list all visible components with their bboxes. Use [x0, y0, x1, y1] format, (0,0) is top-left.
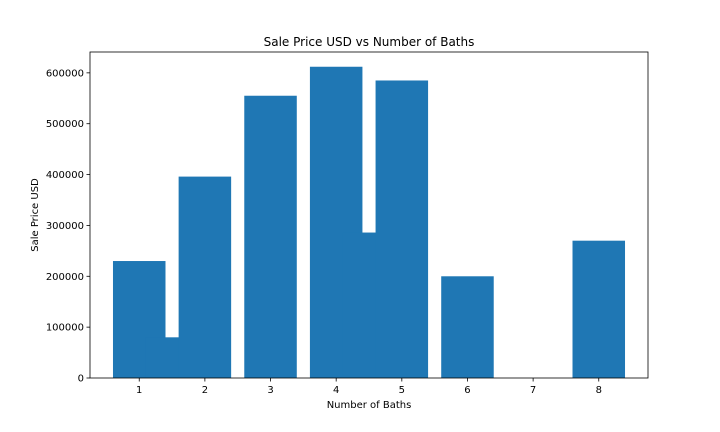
x-tick-label: 3: [267, 385, 273, 396]
y-tick-label: 400000: [46, 170, 84, 181]
bar-6: [441, 276, 494, 378]
x-tick-label: 2: [202, 385, 208, 396]
chart-title: Sale Price USD vs Number of Baths: [264, 35, 475, 49]
y-tick-label: 300000: [46, 221, 84, 232]
y-tick-label: 500000: [46, 119, 84, 130]
bar-8: [572, 240, 626, 378]
plot-frame: [89, 51, 649, 379]
x-tick-label: 1: [136, 385, 142, 396]
y-tick-label: 0: [78, 374, 84, 385]
x-tick-label: 4: [333, 385, 339, 396]
y-tick-label: 600000: [46, 68, 84, 79]
axes-group: 1 2 3 4 5 6 7 8 0 100000 200000 300000 400000 500000 6…: [46, 51, 649, 396]
bar-2: [178, 176, 232, 378]
bars-group: [112, 66, 626, 378]
x-axis-label: Number of Baths: [327, 400, 412, 411]
x-tick-label: 6: [464, 385, 470, 396]
y-axis-label: Sale Price USD: [30, 178, 41, 252]
bar-5: [375, 80, 429, 378]
bar-3: [244, 95, 297, 378]
y-tick-label: 100000: [46, 323, 84, 334]
x-tick-label: 5: [399, 385, 405, 396]
y-tick-label: 200000: [46, 272, 84, 283]
x-tick-label: 7: [530, 385, 536, 396]
x-tick-label: 8: [596, 385, 602, 396]
